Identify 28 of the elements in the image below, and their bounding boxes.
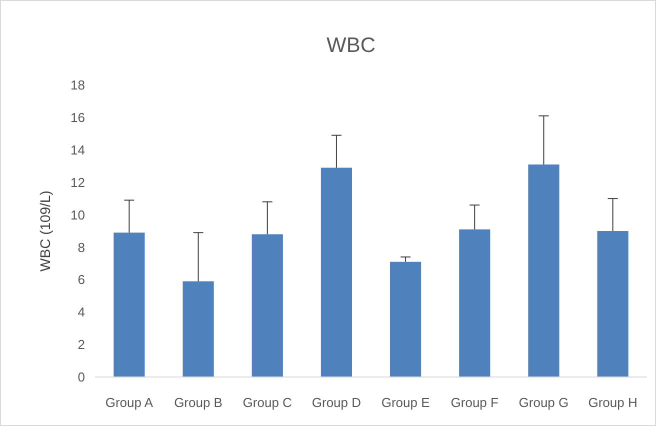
x-tick-label: Group B [174, 395, 222, 410]
bar [459, 229, 490, 377]
x-tick-label: Group C [242, 395, 292, 410]
x-tick-label: Group A [105, 395, 154, 410]
y-axis-title: WBC (109/L) [37, 190, 53, 272]
bar [252, 234, 283, 377]
bar [597, 231, 628, 377]
y-tick-label: 0 [78, 370, 85, 385]
chart-title: WBC [326, 34, 376, 57]
y-tick-label: 18 [70, 78, 85, 93]
y-tick-label: 10 [70, 207, 85, 222]
x-tick-label: Group E [381, 395, 430, 410]
bar [320, 168, 352, 377]
x-tick-label: Group H [588, 395, 638, 410]
bar [114, 232, 145, 377]
y-tick-label: 2 [78, 337, 85, 352]
y-tick-label: 8 [78, 240, 85, 255]
bar [182, 281, 214, 377]
y-tick-label: 6 [78, 272, 85, 288]
y-tick-label: 14 [70, 142, 85, 158]
bar [528, 164, 560, 377]
x-tick-label: Group F [450, 395, 499, 410]
bar [390, 262, 422, 377]
y-tick-label: 12 [70, 174, 85, 190]
x-tick-label: Group G [518, 395, 569, 410]
x-tick-label: Group D [312, 395, 362, 410]
y-tick-label: 16 [70, 110, 85, 125]
y-tick-label: 4 [78, 304, 85, 320]
